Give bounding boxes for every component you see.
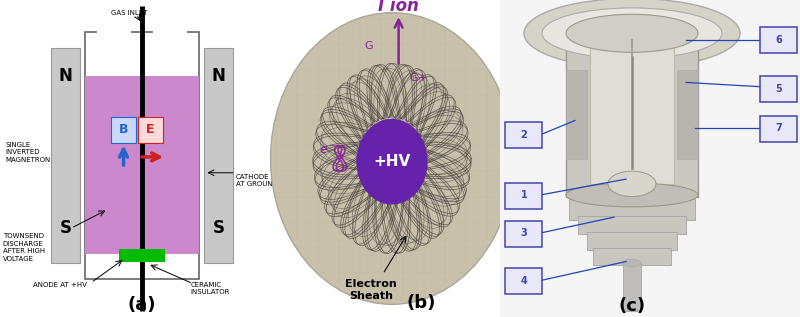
Bar (569, 199, 695, 220)
Bar (205, 48, 233, 263)
Bar (51, 48, 79, 263)
Bar (97, 25, 130, 38)
Bar (623, 263, 641, 311)
Text: N: N (58, 67, 72, 85)
Text: G: G (364, 41, 373, 51)
Text: (b): (b) (406, 294, 436, 312)
Bar (86, 76, 199, 254)
Bar (677, 70, 698, 158)
Bar (587, 232, 677, 250)
Text: B: B (118, 123, 128, 137)
FancyBboxPatch shape (759, 27, 797, 53)
Text: 1: 1 (521, 190, 527, 200)
Text: $e^-$: $e^-$ (319, 144, 338, 157)
FancyBboxPatch shape (110, 117, 136, 143)
Text: Electron
Sheath: Electron Sheath (345, 279, 397, 301)
Bar (119, 249, 165, 262)
FancyBboxPatch shape (505, 122, 542, 148)
Circle shape (356, 119, 428, 204)
Text: 5: 5 (776, 84, 782, 94)
Bar (566, 70, 587, 158)
FancyBboxPatch shape (759, 116, 797, 142)
Text: CERAMIC
INSULATOR: CERAMIC INSULATOR (190, 282, 230, 295)
Ellipse shape (542, 8, 722, 59)
Text: N: N (212, 67, 226, 85)
Text: E: E (146, 123, 154, 137)
Text: +HV: +HV (374, 154, 410, 169)
Text: ANODE AT +HV: ANODE AT +HV (33, 282, 86, 288)
Text: 2: 2 (521, 130, 527, 140)
FancyBboxPatch shape (505, 268, 542, 294)
Bar (86, 32, 199, 279)
Text: 6: 6 (776, 35, 782, 45)
Text: (c): (c) (618, 297, 646, 315)
Text: (a): (a) (128, 296, 156, 314)
FancyBboxPatch shape (759, 76, 797, 102)
Ellipse shape (524, 0, 740, 68)
Ellipse shape (566, 14, 698, 52)
Bar (590, 38, 674, 184)
Bar (578, 217, 686, 234)
Text: S: S (213, 219, 225, 237)
Ellipse shape (608, 171, 656, 197)
Ellipse shape (623, 259, 641, 267)
Text: TOWNSEND
DISCHARGE
AFTER HIGH
VOLTAGE: TOWNSEND DISCHARGE AFTER HIGH VOLTAGE (3, 233, 45, 262)
Bar (593, 248, 671, 266)
Circle shape (270, 13, 514, 304)
Text: 3: 3 (521, 228, 527, 238)
FancyBboxPatch shape (505, 221, 542, 247)
Text: GAS INLET: GAS INLET (111, 10, 147, 16)
Bar (566, 32, 698, 197)
Text: G+: G+ (410, 73, 427, 83)
Text: I ion: I ion (378, 0, 419, 15)
Text: CATHODE
AT GROUND: CATHODE AT GROUND (236, 174, 278, 187)
Ellipse shape (566, 183, 698, 207)
FancyBboxPatch shape (138, 117, 163, 143)
Text: 4: 4 (521, 275, 527, 286)
Text: S: S (59, 219, 71, 237)
Text: SINGLE
INVERTED
MAGNETRON: SINGLE INVERTED MAGNETRON (6, 142, 51, 163)
Bar (154, 25, 187, 38)
FancyBboxPatch shape (505, 183, 542, 209)
Text: 7: 7 (776, 123, 782, 133)
